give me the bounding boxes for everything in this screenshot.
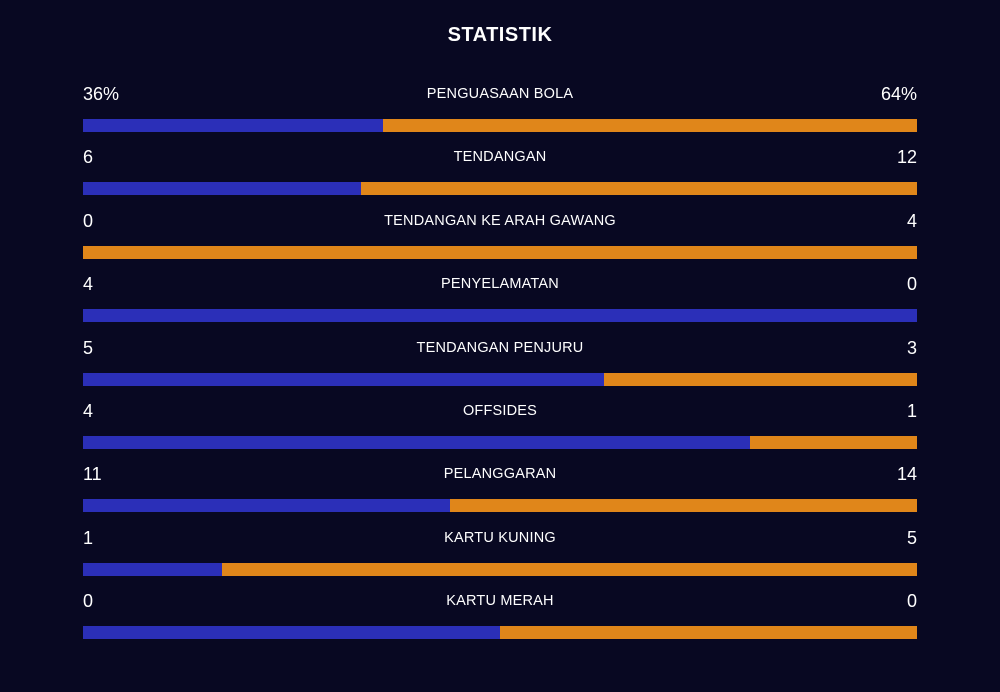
stat-label: PELANGGARAN [443,466,557,483]
stat-row-tendangan-ke-arah-gawang: 0 TENDANGAN KE ARAH GAWANG 4 [83,207,917,270]
stat-label: OFFSIDES [462,402,538,419]
home-value: 1 [83,527,94,548]
away-value: 14 [896,464,917,485]
home-bar-fill [83,372,605,386]
stat-head: 0 TENDANGAN KE ARAH GAWANG 4 [83,207,917,235]
home-value: 0 [83,210,94,231]
away-value: 64% [880,84,917,104]
home-value: 4 [83,274,94,295]
home-bar-fill [83,435,751,449]
stat-bar [83,119,917,132]
stat-label: PENGUASAAN BOLA [426,86,574,102]
home-bar-fill [83,309,917,323]
home-value: 36% [83,84,120,104]
stat-bar [83,435,917,449]
stat-row-penyelamatan: 4 PENYELAMATAN 0 [83,270,917,333]
stat-bar [83,309,917,323]
stat-row-pelanggaran: 11 PELANGGARAN 14 [83,460,917,523]
stat-head: 6 TENDANGAN 12 [83,143,917,171]
stat-row-tendangan: 6 TENDANGAN 12 [83,143,917,206]
stat-row-penguasaan-bola: 36% PENGUASAAN BOLA 64% [83,80,917,143]
stat-label: KARTU MERAH [446,593,554,610]
stat-label: TENDANGAN KE ARAH GAWANG [384,212,616,229]
home-bar-fill [83,182,361,196]
home-bar-fill [83,626,500,640]
stat-bar [83,562,917,576]
stat-head: 36% PENGUASAAN BOLA 64% [83,80,917,108]
stat-bar [83,499,917,513]
home-value: 4 [83,400,94,421]
stat-label: KARTU KUNING [444,529,556,546]
stat-label: TENDANGAN PENJURU [416,339,584,356]
stat-bar [83,626,917,640]
stat-label: PENYELAMATAN [441,276,559,293]
away-value: 3 [906,337,917,358]
away-value: 0 [906,591,917,612]
stat-bar [83,245,917,259]
stat-row-offsides: 4 OFFSIDES 1 [83,397,917,460]
stat-head: 4 OFFSIDES 1 [83,397,917,425]
stats-list: 36% PENGUASAAN BOLA 64% 6 TENDANGAN 12 0… [83,80,917,651]
home-bar-fill [83,119,384,132]
stat-row-tendangan-penjuru: 5 TENDANGAN PENJURU 3 [83,334,917,397]
stat-head: 5 TENDANGAN PENJURU 3 [83,334,917,362]
away-value: 0 [906,274,917,295]
home-value: 5 [83,337,94,358]
away-value: 5 [906,527,917,548]
home-value: 6 [83,147,94,168]
stat-label: TENDANGAN [453,149,547,166]
home-bar-fill [83,562,223,576]
away-value: 4 [906,210,917,231]
page-title: STATISTIK [447,24,553,46]
stat-bar [83,182,917,196]
away-value: 1 [906,400,917,421]
home-value: 11 [83,464,102,485]
stat-head: 4 PENYELAMATAN 0 [83,270,917,298]
stat-row-kartu-merah: 0 KARTU MERAH 0 [83,587,917,650]
home-value: 0 [83,591,94,612]
home-bar-fill [83,499,450,513]
stat-head: 11 PELANGGARAN 14 [83,460,917,488]
away-value: 12 [896,147,917,168]
stat-row-kartu-kuning: 1 KARTU KUNING 5 [83,524,917,587]
stat-bar [83,372,917,386]
stat-head: 1 KARTU KUNING 5 [83,524,917,552]
stat-head: 0 KARTU MERAH 0 [83,587,917,615]
